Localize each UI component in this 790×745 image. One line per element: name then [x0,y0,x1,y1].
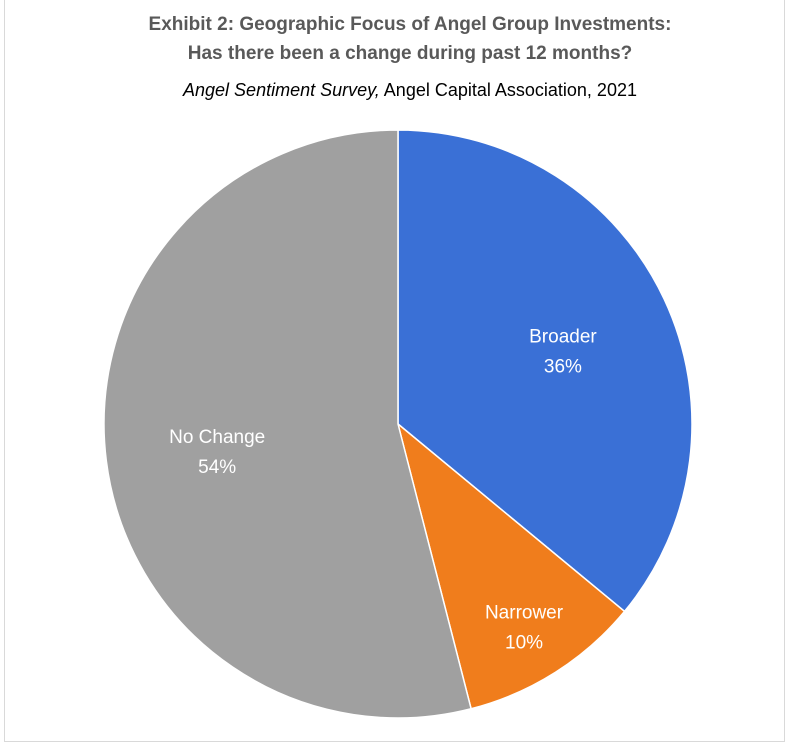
slice-label-narrower: Narrower [485,603,564,624]
pie-slice-narrower [396,421,626,710]
slice-value-no-change: 54% [198,457,236,478]
subtitle-source: Angel Capital Association, 2021 [379,80,637,100]
pie-slice-no-change [103,129,473,719]
slice-label-no-change: No Change [169,427,265,448]
pie-slice-broader [397,129,693,613]
chart-title: Exhibit 2: Geographic Focus of Angel Gro… [148,14,672,35]
slice-value-broader: 36% [544,356,582,377]
chart-title-line2: Has there been a change during past 12 m… [187,43,633,64]
slice-value-narrower: 10% [505,633,543,654]
chart-subtitle: Angel Sentiment Survey, Angel Capital As… [30,80,790,101]
subtitle-survey-name: Angel Sentiment Survey, [183,80,380,100]
slice-label-broader: Broader [529,326,597,347]
